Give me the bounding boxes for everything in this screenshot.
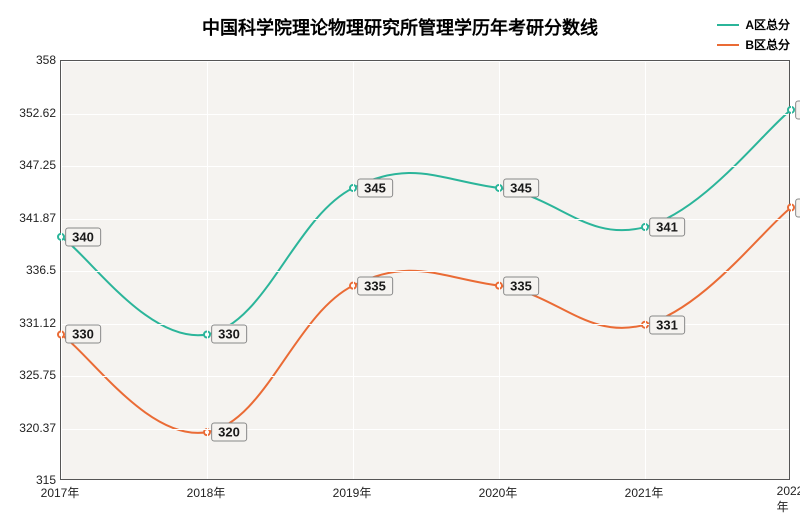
gridline-horizontal [61,429,789,430]
x-tick-label: 2021年 [625,484,664,501]
gridline-horizontal [61,61,789,62]
legend: A区总分 B区总分 [717,16,790,56]
gridline-horizontal [61,114,789,115]
data-label: 330 [65,325,101,344]
data-label: 341 [649,218,685,237]
gridline-horizontal [61,166,789,167]
data-label: 331 [649,315,685,334]
plot-area: 340330345345341353330320335335331343 [60,60,790,480]
chart-container: 中国科学院理论物理研究所管理学历年考研分数线 A区总分 B区总分 340 330 3… [0,0,800,500]
gridline-vertical [645,61,646,479]
chart-title: 中国科学院理论物理研究所管理学历年考研分数线 [0,14,800,40]
x-tick-label: 2019年 [333,484,372,501]
gridline-vertical [61,61,62,479]
legend-item-a: A区总分 [717,16,790,33]
x-tick-label: 2017年 [41,484,80,501]
y-tick-label: 341.87 [19,211,56,225]
y-tick-label: 347.25 [19,158,56,172]
chart-lines-svg [61,61,789,479]
gridline-horizontal [61,271,789,272]
legend-label-b: B区总分 [745,36,790,53]
data-label: 345 [503,178,539,197]
legend-label-a: A区总分 [745,16,790,33]
y-tick-label: 320.37 [19,421,56,435]
gridline-vertical [353,61,354,479]
legend-swatch-a [717,24,739,26]
gridline-vertical [207,61,208,479]
data-label: 345 [357,178,393,197]
data-label: 330 [211,325,247,344]
data-label: 335 [357,276,393,295]
data-label: 335 [503,276,539,295]
legend-item-b: B区总分 [717,36,790,53]
y-tick-label: 358 [36,53,56,67]
y-tick-label: 331.12 [19,316,56,330]
y-tick-label: 325.75 [19,368,56,382]
gridline-vertical [791,61,792,479]
y-tick-label: 336.5 [26,263,56,277]
x-tick-label: 2020年 [479,484,518,501]
data-label: 343 [795,198,800,217]
data-label: 353 [795,100,800,119]
gridline-horizontal [61,481,789,482]
y-tick-label: 352.62 [19,106,56,120]
gridline-vertical [499,61,500,479]
legend-swatch-b [717,44,739,46]
data-label: 320 [211,423,247,442]
x-tick-label: 2018年 [187,484,226,501]
gridline-horizontal [61,376,789,377]
data-label: 340 [65,227,101,246]
